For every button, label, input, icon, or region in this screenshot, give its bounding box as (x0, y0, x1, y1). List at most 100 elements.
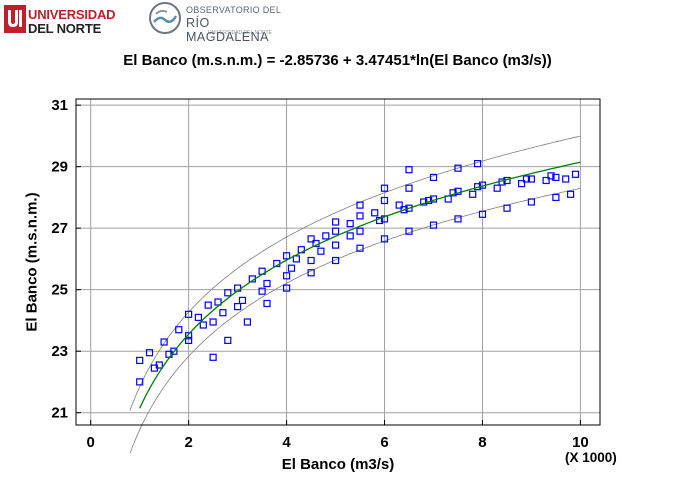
data-point (332, 227, 340, 235)
data-point (405, 227, 413, 235)
data-point (258, 287, 266, 295)
observatorio-logo: OBSERVATORIO DEL RÍO MAGDALENA UNIVERSID… (148, 0, 288, 44)
x-axis-label: El Banco (m3/s) (281, 456, 395, 473)
data-point (346, 232, 354, 240)
data-point (219, 309, 227, 317)
fit-line-group (139, 161, 581, 409)
y-tick-label: 29 (51, 159, 68, 176)
y-tick-label: 23 (51, 343, 68, 360)
data-point (517, 180, 526, 188)
data-point (454, 187, 462, 195)
data-point (234, 303, 242, 311)
y-tick-label: 25 (51, 282, 68, 299)
data-point (474, 160, 482, 168)
data-point (522, 175, 531, 183)
data-point (283, 272, 291, 280)
data-point (429, 221, 438, 229)
data-point (238, 296, 247, 304)
logo-observatory-line1: OBSERVATORIO DEL (186, 5, 282, 15)
data-point (332, 256, 340, 265)
data-point (224, 289, 232, 297)
data-point (136, 378, 144, 386)
x-tick-label: 0 (87, 434, 95, 451)
data-point (209, 353, 217, 361)
data-point (478, 210, 487, 218)
x-tick-label: 6 (380, 434, 388, 451)
data-point (552, 173, 560, 181)
y-tick-label: 21 (51, 405, 68, 422)
data-point (160, 338, 168, 346)
data-point (429, 173, 438, 181)
data-point (527, 175, 536, 183)
data-point (283, 252, 291, 260)
data-point (542, 176, 550, 185)
data-point (224, 336, 232, 344)
data-point (356, 244, 364, 252)
y-tick-label: 27 (51, 220, 68, 237)
data-point (380, 196, 389, 205)
data-point (209, 318, 217, 326)
data-point (155, 361, 163, 369)
data-point (292, 255, 300, 263)
data-point (356, 212, 364, 220)
data-point (454, 164, 462, 172)
logo-university-line2: DEL NORTE (28, 21, 102, 36)
data-point (322, 232, 330, 240)
data-point (170, 347, 178, 355)
data-point (346, 220, 354, 228)
x-axis-scale-note: (X 1000) (565, 450, 617, 465)
x-tick-label: 8 (478, 434, 486, 451)
data-point (136, 356, 144, 364)
plot-area (76, 99, 600, 425)
data-point (283, 284, 291, 292)
data-point (332, 218, 340, 226)
data-point (185, 336, 193, 344)
data-point (199, 321, 207, 329)
data-point (356, 227, 364, 235)
data-point (566, 190, 575, 198)
data-point (194, 313, 202, 321)
universidad-del-norte-logo: UNIVERSIDAD DEL NORTE (4, 2, 144, 38)
data-point (356, 201, 364, 209)
data-point (405, 204, 413, 212)
x-tick-label: 2 (184, 434, 192, 451)
plot-frame (75, 98, 601, 426)
logo-observatory-line3: UNIVERSIDAD DEL NORTE (208, 30, 272, 36)
data-point (317, 247, 325, 255)
data-point (243, 318, 251, 326)
data-point (380, 235, 389, 243)
y-axis-label: El Banco (m.s.n.m.) (23, 192, 41, 332)
y-tick-label: 31 (51, 97, 68, 114)
data-point (562, 175, 570, 183)
data-point (395, 201, 403, 209)
logo-university-line1: UNIVERSIDAD (28, 7, 116, 22)
data-point (376, 216, 384, 225)
data-point (547, 172, 555, 180)
data-point (145, 349, 154, 357)
axis-ticks: 0 2 4 6 8 10 21 23 25 27 29 31 (51, 97, 588, 451)
data-point (449, 189, 457, 197)
data-point (371, 209, 379, 217)
data-point (493, 184, 501, 192)
data-point (503, 204, 511, 212)
data-point (527, 198, 536, 206)
data-point (307, 256, 315, 265)
data-point (571, 170, 580, 178)
observatory-emblem-icon (149, 2, 181, 34)
data-point (400, 206, 408, 214)
fit-line (139, 161, 581, 409)
upper-prediction-band (129, 135, 581, 411)
gridlines (76, 99, 600, 425)
data-point (214, 298, 222, 306)
data-point (185, 332, 193, 340)
data-point (204, 301, 212, 309)
data-point (175, 326, 183, 334)
data-point (332, 241, 340, 249)
data-point (405, 184, 413, 192)
x-tick-label: 10 (572, 434, 589, 451)
x-tick-label: 4 (282, 434, 291, 451)
data-point (263, 299, 271, 308)
data-point (380, 184, 389, 192)
un-logo-icon (4, 5, 26, 33)
data-point (380, 215, 389, 223)
